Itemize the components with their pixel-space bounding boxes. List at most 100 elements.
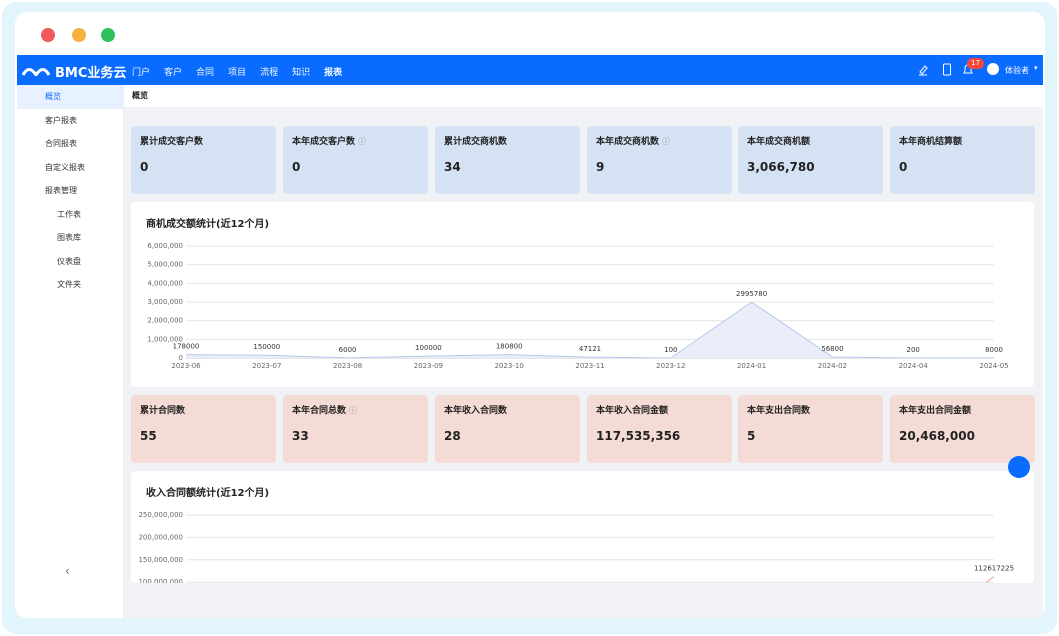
- x-tick-label: 2024-01: [737, 362, 766, 370]
- info-icon: ⓘ: [358, 137, 367, 146]
- stat-label: 累计成交客户数: [140, 137, 204, 147]
- close-button[interactable]: [41, 28, 55, 42]
- stat-card: 本年支出合同数 5: [738, 395, 883, 463]
- mobile-icon[interactable]: [942, 63, 952, 77]
- stat-card: 本年成交商机数 ⓘ 9: [587, 126, 732, 194]
- x-tick-label: 2024-02: [818, 362, 847, 370]
- nav-item[interactable]: 报表: [324, 68, 343, 78]
- stat-card: 累计合同数 55: [131, 395, 276, 463]
- value-label: 6000: [339, 346, 357, 354]
- logo-icon: [21, 68, 51, 76]
- x-tick-label: 2023-07: [252, 362, 281, 370]
- y-tick-label: 4,000,000: [147, 279, 183, 287]
- info-icon: ⓘ: [662, 137, 671, 146]
- breadcrumb: 概览: [124, 85, 1043, 107]
- stat-value: 28: [444, 429, 461, 443]
- app-window: BMC业务云 门户 客户 合同 项目 流程 知识 报表 17 体验者 ▾ ‹ 概览客户报表合…: [15, 12, 1045, 618]
- x-tick-label: 2023-12: [656, 362, 685, 370]
- value-label: 178000: [173, 343, 200, 351]
- maximize-button[interactable]: [101, 28, 115, 42]
- stat-value: 0: [140, 160, 149, 174]
- stat-value: 5: [747, 429, 756, 443]
- stat-label: 累计合同数: [140, 406, 186, 416]
- stat-value: 3,066,780: [747, 160, 815, 174]
- sidebar-sub-item[interactable]: 图表库: [57, 233, 81, 242]
- x-tick-label: 2023-08: [333, 362, 362, 370]
- x-tick-label: 2024-05: [979, 362, 1008, 370]
- sidebar-item[interactable]: 报表管理: [45, 186, 77, 195]
- chart-card: 商机成交额统计(近12个月) 0 1,000,000 2,000,000 3,000,0…: [131, 202, 1034, 387]
- y-tick-label: 5,000,000: [147, 261, 183, 269]
- y-tick-label: 3,000,000: [147, 298, 183, 306]
- value-label: 8000: [985, 346, 1003, 354]
- stat-label: 本年成交客户数 ⓘ: [292, 137, 367, 147]
- stat-value: 55: [140, 429, 157, 443]
- x-tick-label: 2023-06: [171, 362, 201, 370]
- stat-value: 33: [292, 429, 309, 443]
- y-tick-label: 0: [179, 354, 183, 362]
- line-segment: [985, 576, 995, 583]
- nav-item[interactable]: 合同: [196, 68, 215, 78]
- nav-item[interactable]: 客户: [164, 68, 183, 78]
- y-tick-label: 100,000,000: [138, 578, 183, 583]
- main-content: 概览 累计成交客户数 0 本年成交客户数 ⓘ 0 累计成交商机数 34 本年成交商机数 ⓘ 9 本年…: [124, 85, 1043, 618]
- notification-badge: 17: [967, 58, 984, 69]
- y-tick-label: 200,000,000: [138, 533, 183, 541]
- sidebar-item[interactable]: 客户报表: [45, 115, 77, 125]
- stat-card: 累计成交商机数 34: [435, 126, 580, 194]
- nav-item[interactable]: 流程: [260, 68, 279, 78]
- sidebar: ‹ 概览客户报表合同报表自定义报表报表管理工作表图表库仪表盘文件夹: [17, 85, 124, 618]
- value-label: 112617225: [974, 565, 1014, 573]
- value-label: 150000: [253, 343, 280, 351]
- user-caret[interactable]: ▾: [1034, 64, 1038, 72]
- chart-title: 收入合同额统计(近12个月): [146, 488, 270, 499]
- stat-value: 0: [292, 160, 301, 174]
- value-label: 2995780: [736, 290, 767, 298]
- user-name[interactable]: 体验者: [1005, 66, 1029, 75]
- x-tick-label: 2023-09: [414, 362, 443, 370]
- y-tick-label: 6,000,000: [147, 242, 183, 250]
- stat-card: 本年收入合同数 28: [435, 395, 580, 463]
- avatar[interactable]: [987, 63, 999, 75]
- x-tick-label: 2023-10: [495, 362, 524, 370]
- nav-item[interactable]: 知识: [292, 68, 311, 78]
- sidebar-sub-item[interactable]: 文件夹: [57, 280, 81, 289]
- nav-item[interactable]: 项目: [228, 68, 247, 78]
- stat-value: 0: [899, 160, 908, 174]
- sidebar-item[interactable]: 概览: [17, 85, 123, 109]
- value-label: 180800: [496, 343, 523, 351]
- chart: 100,000,000 150,000,000 200,000,000 250,000…: [138, 511, 1014, 583]
- sidebar-sub-item[interactable]: 工作表: [57, 209, 81, 219]
- sidebar-sub-item[interactable]: 仪表盘: [57, 256, 81, 266]
- stat-label: 本年商机结算额: [899, 137, 963, 147]
- logo[interactable]: BMC业务云: [55, 66, 127, 81]
- stat-value: 9: [596, 160, 605, 174]
- area: [186, 302, 994, 358]
- value-label: 200: [907, 346, 920, 354]
- x-tick-label: 2024-04: [899, 362, 929, 370]
- value-label: 47121: [579, 345, 601, 353]
- collapse-button[interactable]: ‹: [65, 564, 70, 578]
- minimize-button[interactable]: [72, 28, 86, 42]
- sidebar-item[interactable]: 合同报表: [45, 139, 77, 148]
- nav-item[interactable]: 门户: [132, 68, 151, 78]
- stat-value: 20,468,000: [899, 429, 975, 443]
- stat-card: 累计成交客户数 0: [131, 126, 276, 194]
- stat-label: 本年成交商机额: [747, 137, 811, 147]
- x-tick-label: 2023-11: [575, 362, 604, 370]
- y-tick-label: 2,000,000: [147, 317, 183, 325]
- skin-icon[interactable]: [917, 63, 929, 77]
- stat-label: 本年支出合同数: [747, 406, 811, 416]
- value-label: 100: [664, 346, 677, 354]
- stat-value: 34: [444, 160, 461, 174]
- stat-label: 本年收入合同金额: [596, 406, 669, 416]
- chat-button[interactable]: [1008, 456, 1030, 478]
- stat-label: 本年支出合同金额: [899, 406, 972, 416]
- sidebar-item[interactable]: 自定义报表: [45, 162, 85, 172]
- stat-label: 本年合同总数 ⓘ: [292, 406, 358, 416]
- y-tick-label: 150,000,000: [138, 556, 183, 564]
- stat-label: 累计成交商机数: [444, 137, 508, 147]
- value-label: 100000: [415, 344, 442, 352]
- chart-title: 商机成交额统计(近12个月): [146, 219, 270, 230]
